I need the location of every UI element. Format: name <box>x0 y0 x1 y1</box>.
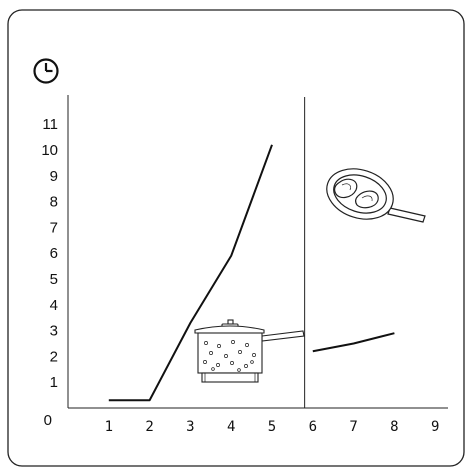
y-tick-label: 4 <box>50 297 58 314</box>
boiling-pot-icon <box>194 319 305 383</box>
frying-pan-icon <box>326 168 426 223</box>
series-lines <box>108 144 395 402</box>
x-tick-label: 2 <box>145 419 153 435</box>
y-tick-label: 0 <box>44 412 52 429</box>
y-tick-label: 5 <box>50 271 58 288</box>
x-tick-label: 3 <box>186 419 194 435</box>
y-tick-label: 2 <box>50 348 58 365</box>
x-tick-label: 7 <box>349 419 357 435</box>
series-line-2 <box>312 332 395 353</box>
y-tick-label: 3 <box>50 323 58 340</box>
y-tick-label: 8 <box>50 194 58 211</box>
series-line-1 <box>108 144 273 402</box>
x-tick-label: 5 <box>268 419 276 435</box>
x-tick-labels: 1 2 3 4 5 6 7 8 9 <box>105 419 440 435</box>
y-tick-labels: 0 1 2 3 4 5 6 7 8 9 10 11 <box>41 116 58 429</box>
y-tick-label: 10 <box>41 142 58 159</box>
y-tick-label: 7 <box>50 219 58 236</box>
frame-border <box>7 9 465 467</box>
x-tick-label: 6 <box>309 419 317 435</box>
x-tick-label: 9 <box>431 419 439 435</box>
y-tick-label: 1 <box>50 374 58 391</box>
y-tick-label: 11 <box>42 116 58 133</box>
y-tick-label: 9 <box>50 168 58 185</box>
y-tick-label: 6 <box>50 245 58 262</box>
x-tick-label: 4 <box>227 419 235 435</box>
x-tick-label: 8 <box>390 419 398 435</box>
x-tick-label: 1 <box>105 419 113 435</box>
clock-icon <box>33 58 59 84</box>
